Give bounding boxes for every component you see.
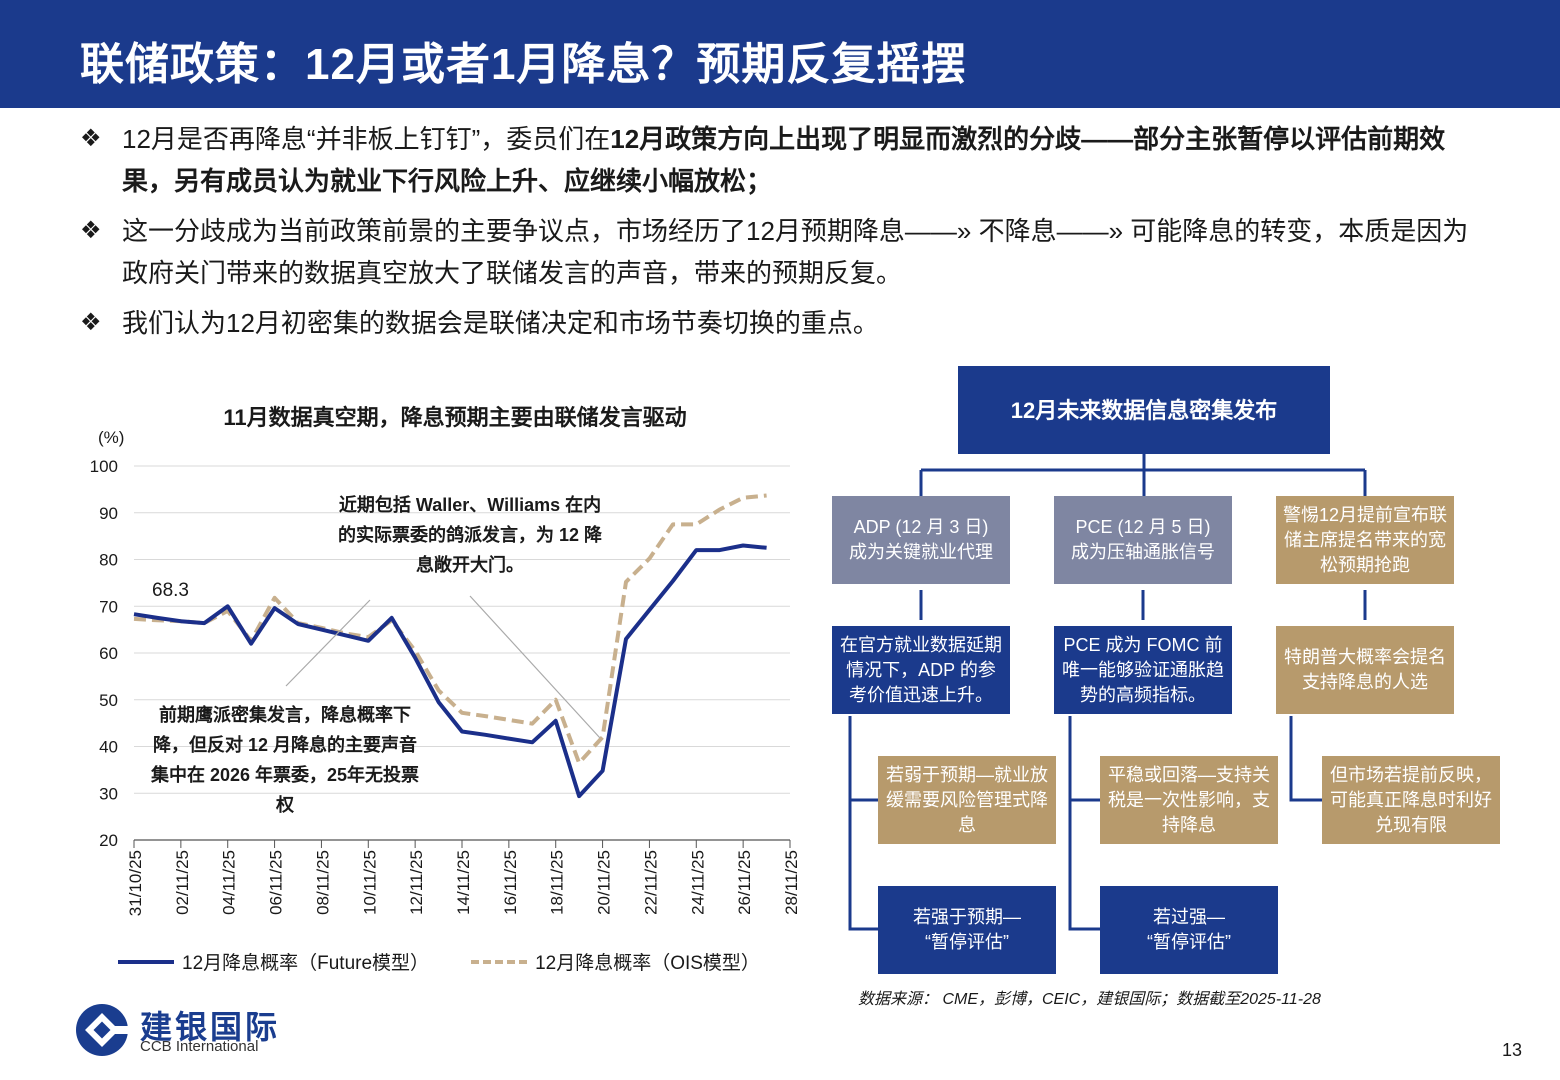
dovish-annotation: 近期包括 Waller、Williams 在内的实际票委的鸽派发言，为 12 降…	[337, 495, 603, 575]
chart-title: 11月数据真空期，降息预期主要由联储发言驱动	[223, 405, 687, 430]
legend-swatch-dashed	[471, 959, 528, 964]
page-title: 联储政策：12月或者1月降息？预期反复摇摆	[80, 40, 967, 89]
flow-nomination-head: 警惕12月提前宣布联储主席提名带来的宽松预期抢跑	[1276, 496, 1454, 584]
y-tick-label: 100	[90, 457, 118, 476]
bullet-item-2: ❖ 这一分歧成为当前政策前景的主要争议点，市场经历了12月预期降息——» 不降息…	[80, 210, 1480, 294]
chart-y-unit: (%)	[98, 428, 125, 447]
flow-pce-head: PCE (12 月 5 日) 成为压轴通胀信号	[1054, 496, 1232, 584]
x-tick-label: 16/11/25	[501, 850, 520, 915]
legend-swatch-solid	[118, 959, 174, 964]
y-tick-label: 60	[99, 644, 118, 663]
annotation-pointer	[285, 599, 371, 687]
y-tick-label: 40	[99, 738, 118, 757]
y-tick-label: 50	[99, 691, 118, 710]
y-tick-label: 80	[99, 551, 118, 570]
legend-item-ois: 12月降息概率（OIS模型）	[471, 948, 760, 975]
data-source: 数据来源： CME，彭博，CEIC，建银国际；数据截至2025-11-28	[858, 991, 1321, 1008]
x-tick-label: 10/11/25	[360, 850, 379, 915]
x-tick-label: 28/11/25	[782, 850, 800, 915]
start-value-label: 68.3	[152, 580, 189, 601]
flow-top-box: 12月未来数据信息密集发布	[958, 366, 1330, 454]
flow-pce-mid: PCE 成为 FOMC 前唯一能够验证通胀趋势的高频指标。	[1054, 626, 1232, 714]
flow-adp-weak: 若弱于预期—就业放缓需要风险管理式降息	[878, 756, 1056, 844]
bullet-bold-text: 12月政策方向上出现了明显而激烈的分歧——部分主张暂停以评估前期效果，另有成员认…	[122, 124, 1446, 196]
logo-text-en: CCB International	[140, 1038, 259, 1055]
x-tick-label: 06/11/25	[267, 850, 286, 915]
x-tick-label: 12/11/25	[407, 850, 426, 915]
bullet-list: ❖ 12月是否再降息“并非板上钉钉”，委员们在12月政策方向上出现了明显而激烈的…	[80, 118, 1480, 352]
x-tick-label: 14/11/25	[454, 850, 473, 915]
flow-adp-strong: 若强于预期— “暂停评估”	[878, 886, 1056, 974]
page-number: 13	[1502, 1040, 1523, 1060]
hawkish-annotation: 前期鹰派密集发言，降息概率下降，但反对 12 月降息的主要声音集中在 2026 …	[150, 705, 420, 815]
ccb-logo-icon	[76, 1004, 130, 1056]
bullet-text: 12月是否再降息“并非板上钉钉”，委员们在	[122, 124, 611, 154]
bullet-item-1: ❖ 12月是否再降息“并非板上钉钉”，委员们在12月政策方向上出现了明显而激烈的…	[80, 118, 1480, 202]
y-tick-label: 70	[99, 597, 118, 616]
x-tick-label: 04/11/25	[220, 850, 239, 915]
x-tick-label: 26/11/25	[735, 850, 754, 915]
y-tick-label: 90	[99, 504, 118, 523]
title-bar: 联储政策：12月或者1月降息？预期反复摇摆	[0, 0, 1560, 108]
flow-adp-mid: 在官方就业数据延期情况下，ADP 的参考价值迅速上升。	[832, 626, 1010, 714]
legend-item-future: 12月降息概率（Future模型）	[118, 948, 429, 975]
x-tick-label: 18/11/25	[548, 850, 567, 915]
rate-cut-probability-chart: 20 30 40 50 60 70 80 90 100 31/10/25 02/11/25 04/11…	[90, 457, 800, 916]
bullet-text: 我们认为12月初密集的数据会是联储决定和市场节奏切换的重点。	[122, 308, 879, 338]
x-tick-label: 24/11/25	[688, 850, 707, 915]
x-tick-label: 08/11/25	[313, 850, 332, 915]
flow-pce-strong: 若过强— “暂停评估”	[1100, 886, 1278, 974]
x-tick-label: 20/11/25	[595, 850, 614, 915]
x-tick-label: 31/10/25	[126, 850, 145, 916]
series-line-future	[133, 543, 767, 799]
legend-label: 12月降息概率（OIS模型）	[535, 953, 760, 974]
flow-nomination-mid: 特朗普大概率会提名支持降息的人选	[1276, 626, 1454, 714]
flow-nomination-risk: 但市场若提前反映，可能真正降息时利好兑现有限	[1322, 756, 1500, 844]
logo-text-cn: 建银国际	[140, 1009, 281, 1045]
legend-label: 12月降息概率（Future模型）	[182, 953, 430, 974]
y-tick-label: 20	[99, 831, 118, 850]
flow-adp-head: ADP (12 月 3 日) 成为关键就业代理	[832, 496, 1010, 584]
chart-legend: 12月降息概率（Future模型） 12月降息概率（OIS模型）	[118, 948, 802, 975]
x-tick-label: 22/11/25	[641, 850, 660, 915]
annotation-pointer	[469, 595, 601, 739]
diamond-bullet-icon: ❖	[80, 217, 102, 244]
x-tick-label: 02/11/25	[173, 850, 192, 915]
y-tick-label: 30	[99, 784, 118, 803]
bullet-text: 这一分歧成为当前政策前景的主要争议点，市场经历了12月预期降息——» 不降息——…	[122, 216, 1469, 288]
diamond-bullet-icon: ❖	[80, 309, 102, 336]
bullet-item-3: ❖ 我们认为12月初密集的数据会是联储决定和市场节奏切换的重点。	[80, 302, 1480, 344]
diamond-bullet-icon: ❖	[80, 125, 102, 152]
flow-pce-stable: 平稳或回落—支持关税是一次性影响，支持降息	[1100, 756, 1278, 844]
